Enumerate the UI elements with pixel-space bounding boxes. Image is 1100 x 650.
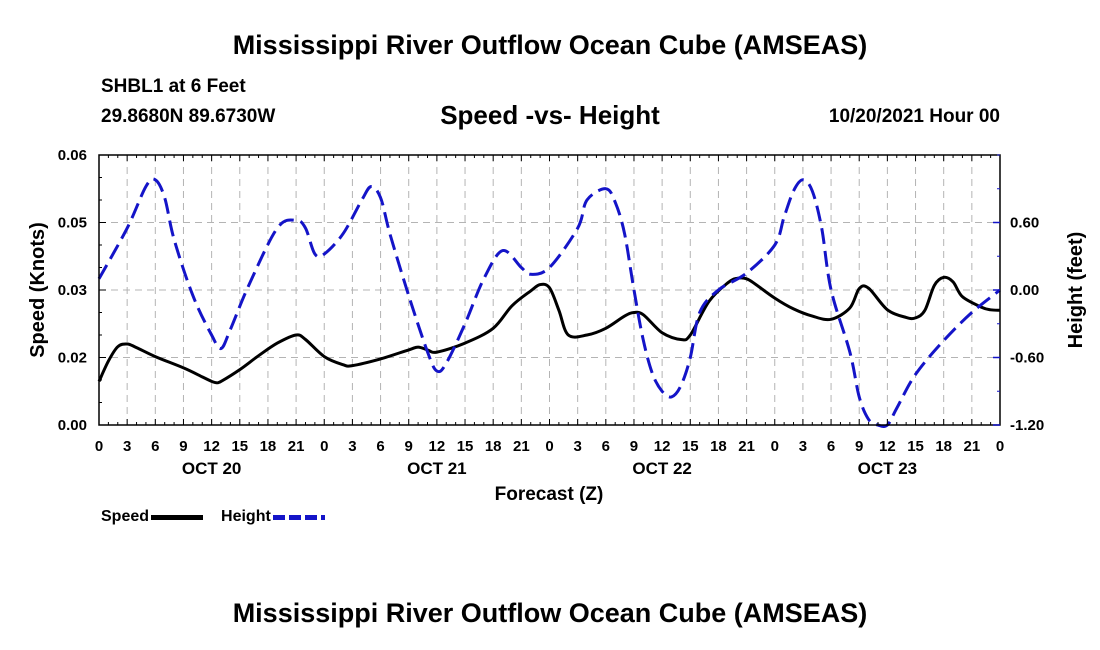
x-tick-label: 15: [682, 438, 699, 455]
x-tick-label: 18: [710, 438, 727, 455]
chart-subtitle: Speed -vs- Height: [440, 100, 660, 130]
y2-axis-label: Height (feet): [1065, 232, 1087, 349]
page-title: Mississippi River Outflow Ocean Cube (AM…: [232, 30, 868, 60]
x-tick-label: 15: [457, 438, 474, 455]
y2-tick-label: -1.20: [1010, 417, 1044, 434]
x-tick-label: 3: [573, 438, 581, 455]
legend: Speed Height: [101, 508, 343, 526]
x-tick-label: 3: [348, 438, 356, 455]
y-tick-label: 0.03: [58, 282, 87, 299]
x-axis-label: Forecast (Z): [495, 484, 604, 505]
x-tick-label: 12: [203, 438, 220, 455]
station-coordinates: 29.8680N 89.6730W: [101, 106, 276, 127]
series-layer: [97, 177, 1001, 428]
x-tick-label: 0: [996, 438, 1004, 455]
station-label: SHBL1 at 6 Feet: [101, 76, 246, 97]
x-tick-label: 9: [405, 438, 413, 455]
x-tick-label: 3: [799, 438, 807, 455]
legend-height-swatch: [272, 514, 325, 520]
x-tick-label: 6: [376, 438, 384, 455]
x-tick-label: 21: [288, 438, 305, 455]
y2-tick-label: -0.60: [1010, 350, 1044, 367]
y-tick-label: 0.06: [58, 147, 87, 164]
run-time: 10/20/2021 Hour 00: [828, 106, 1000, 127]
x-tick-label: 6: [151, 438, 159, 455]
x-tick-label: 9: [630, 438, 638, 455]
x-tick-label: 12: [429, 438, 446, 455]
legend-speed-label: Speed: [101, 508, 150, 525]
x-tick-label: 15: [231, 438, 248, 455]
day-label: OCT 23: [858, 459, 918, 478]
tick-layer: 0 3 6 9 12 15 18 21 0 3 6 9 12 15 18 21 0 3 6 9 12 15 18 21 0 3 6 9…: [58, 147, 1044, 478]
day-label: OCT 22: [632, 459, 692, 478]
y-tick-label: 0.05: [58, 215, 87, 232]
x-tick-label: 12: [654, 438, 671, 455]
y-axis-label: Speed (Knots): [27, 222, 49, 358]
day-label: OCT 21: [407, 459, 467, 478]
height-series-line: [97, 177, 1001, 428]
x-tick-label: 6: [827, 438, 835, 455]
bottom-page-title: Mississippi River Outflow Ocean Cube (AM…: [232, 598, 868, 628]
x-tick-label: 21: [738, 438, 755, 455]
x-tick-label: 18: [485, 438, 502, 455]
x-tick-label: 0: [545, 438, 553, 455]
x-tick-label: 15: [907, 438, 924, 455]
x-tick-label: 3: [123, 438, 131, 455]
y-tick-label: 0.02: [58, 350, 87, 367]
speed-height-chart: 0 3 6 9 12 15 18 21 0 3 6 9 12 15 18 21 0 3 6 9 12 15 18 21 0 3 6 9…: [27, 147, 1087, 505]
x-tick-label: 18: [935, 438, 952, 455]
x-tick-label: 18: [260, 438, 277, 455]
x-tick-label: 0: [95, 438, 103, 455]
y-tick-label: 0.00: [58, 417, 87, 434]
x-tick-label: 0: [320, 438, 328, 455]
y2-tick-label: 0.00: [1010, 282, 1039, 299]
x-tick-label: 21: [513, 438, 530, 455]
y2-tick-label: 0.60: [1010, 215, 1039, 232]
speed-series-line: [97, 275, 1001, 385]
x-tick-label: 12: [879, 438, 896, 455]
x-tick-label: 0: [771, 438, 779, 455]
x-tick-label: 9: [179, 438, 187, 455]
legend-speed-swatch: [151, 514, 204, 520]
x-tick-label: 21: [964, 438, 981, 455]
x-tick-label: 6: [602, 438, 610, 455]
day-label: OCT 20: [182, 459, 242, 478]
legend-height-label: Height: [221, 508, 271, 525]
x-tick-label: 9: [855, 438, 863, 455]
